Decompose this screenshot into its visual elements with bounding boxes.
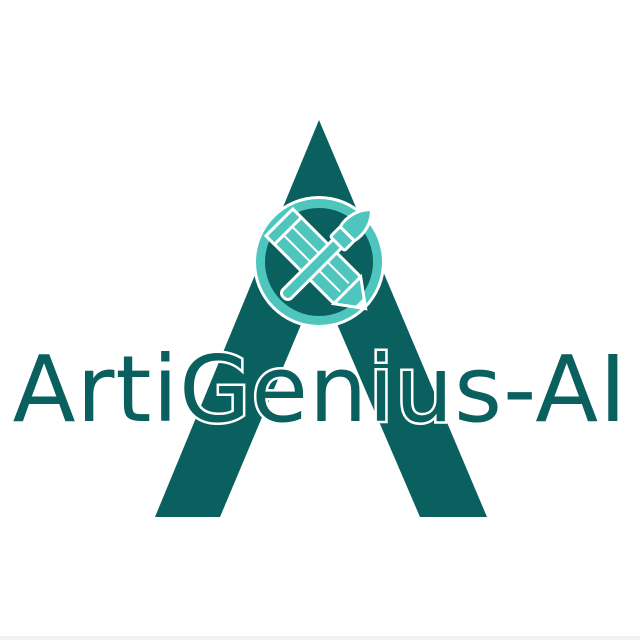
bottom-divider (0, 636, 640, 640)
wordmark-part-arti: Arti (10, 334, 180, 446)
pencil-and-brush-crossed-icon (253, 196, 385, 328)
letter-a-mark (155, 120, 487, 517)
wordmark-part-ai: -AI (501, 334, 629, 446)
wordmark-part-genius: Genius (177, 334, 505, 446)
brand-wordmark: ArtiGenius-AI (0, 330, 640, 450)
